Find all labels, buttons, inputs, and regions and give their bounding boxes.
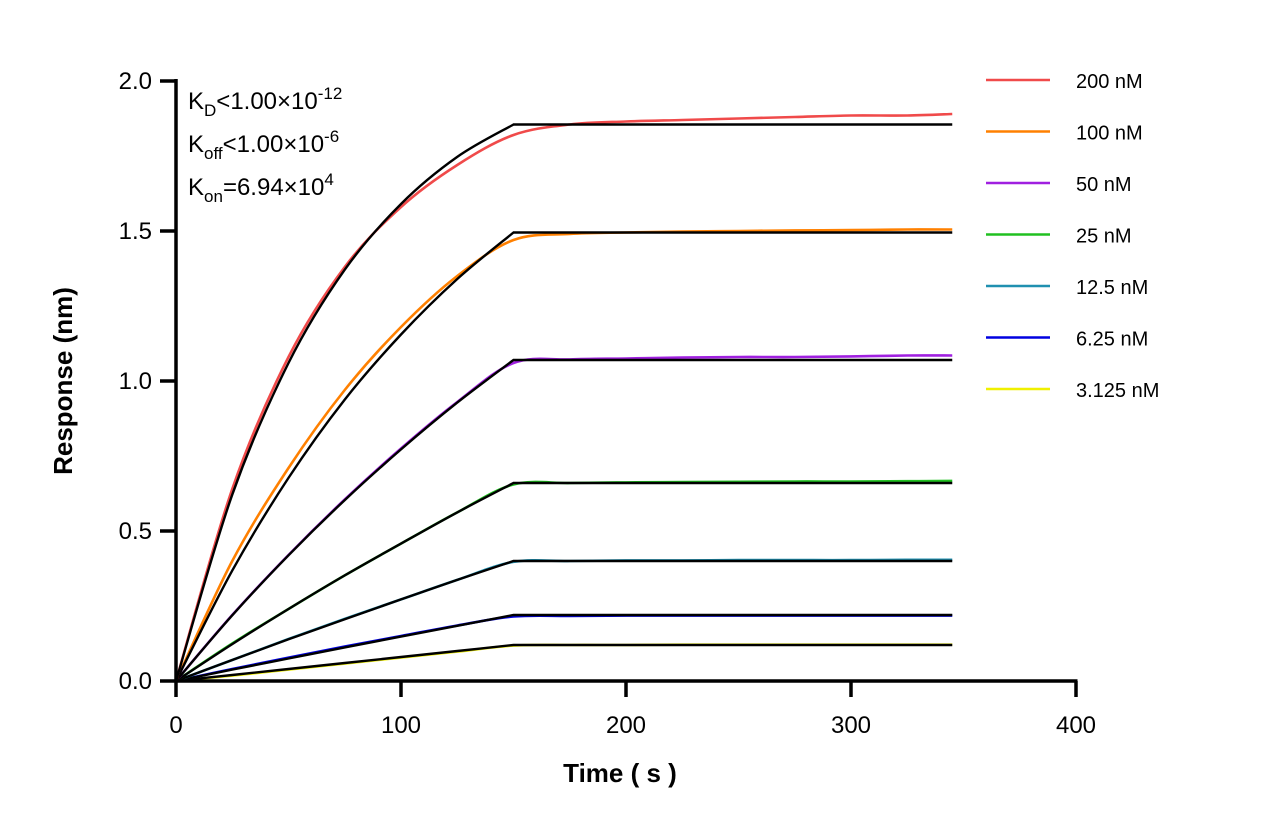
data-line-100-nm <box>174 228 953 682</box>
data-line-6-25-nm <box>175 614 953 683</box>
annotation-line: KD<1.00×10-12 <box>188 84 342 120</box>
annotation-line: Kon=6.94×104 <box>188 170 334 206</box>
fit-line-6-25-nm <box>175 613 953 683</box>
fit-line-3-125-nm <box>175 643 953 683</box>
legend-label: 12.5 nM <box>1076 277 1148 299</box>
x-tick-label: 100 <box>381 712 421 739</box>
data-line-200-nm <box>174 112 953 682</box>
legend-label: 3.125 nM <box>1076 380 1159 402</box>
x-tick-label: 400 <box>1056 712 1096 739</box>
legend-item: 100 nM <box>986 123 1143 145</box>
data-line-50-nm <box>175 354 953 682</box>
legend-label: 50 nM <box>1076 174 1132 196</box>
y-tick-label: 1.0 <box>119 368 152 395</box>
fit-line-200-nm <box>174 123 953 682</box>
legend-item: 50 nM <box>986 174 1132 196</box>
legend-item: 6.25 nM <box>986 329 1148 351</box>
x-tick-label: 0 <box>169 712 182 739</box>
annotation-line: Koff<1.00×10-6 <box>188 127 339 163</box>
axes: 0.0 0.5 1.0 1.5 2.0 0 100 200 300 400 <box>119 68 1096 739</box>
y-tick-label: 2.0 <box>119 68 152 95</box>
legend-item: 12.5 nM <box>986 277 1148 299</box>
fit-line-100-nm <box>174 231 953 682</box>
legend-item: 200 nM <box>986 71 1143 93</box>
data-line-3-125-nm <box>175 643 953 683</box>
data-line-25-nm <box>175 479 953 683</box>
fit-line-50-nm <box>175 358 953 682</box>
y-tick-label: 0.5 <box>119 518 152 545</box>
legend-item: 25 nM <box>986 226 1132 248</box>
x-tick-label: 300 <box>831 712 871 739</box>
data-line-12-5-nm <box>175 558 953 683</box>
fit-line-12-5-nm <box>175 559 953 683</box>
fit-line-25-nm <box>175 481 953 683</box>
kinetics-annotation: KD<1.00×10-12 Koff<1.00×10-6 Kon=6.94×104 <box>188 84 342 206</box>
legend-label: 25 nM <box>1076 226 1132 248</box>
x-axis-label: Time ( s ) <box>563 758 677 788</box>
x-tick-label: 200 <box>606 712 646 739</box>
legend-item: 3.125 nM <box>986 380 1159 402</box>
legend-label: 200 nM <box>1076 71 1143 93</box>
y-tick-label: 0.0 <box>119 668 152 695</box>
legend-label: 6.25 nM <box>1076 329 1148 351</box>
legend-label: 100 nM <box>1076 123 1143 145</box>
legend: 200 nM 100 nM 50 nM 25 nM 12.5 nM 6.25 nM 3.12… <box>986 71 1159 402</box>
y-tick-label: 1.5 <box>119 218 152 245</box>
plot-lines <box>174 112 953 683</box>
y-axis-label: Response (nm) <box>48 287 78 475</box>
